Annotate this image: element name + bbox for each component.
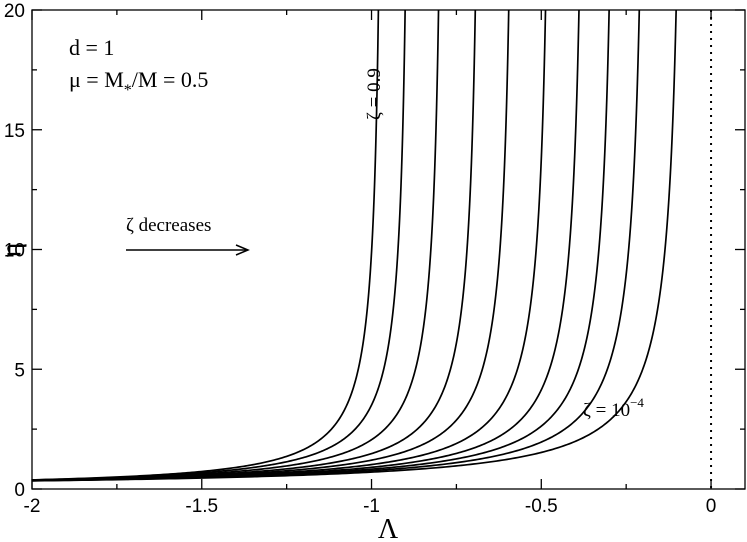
series-line xyxy=(31,9,510,482)
y-tick-label: 5 xyxy=(14,360,25,381)
series-line xyxy=(31,10,477,482)
y-tick-label: 15 xyxy=(4,121,25,142)
y-tick-labels: 0 5 10 15 20 xyxy=(4,1,25,501)
x-axis-title: Λ xyxy=(378,514,399,542)
param-mu-label: μ = M*/M = 0.5 xyxy=(69,67,208,99)
x-tick-label: -1 xyxy=(363,496,380,517)
annotation-top-curve: ζ = 0.9 xyxy=(364,68,385,120)
x-tick-labels: -2 -1.5 -1 -0.5 0 xyxy=(24,496,717,517)
curves xyxy=(31,9,677,482)
x-tick-label: -0.5 xyxy=(525,496,558,517)
param-d-label: d = 1 xyxy=(69,35,114,60)
series-line xyxy=(31,9,380,481)
annotation-bottom-curve: ζ = 10−4 xyxy=(583,395,644,421)
y-tick-label: 0 xyxy=(14,480,25,501)
y-tick-label: 10 xyxy=(4,241,25,262)
series-line xyxy=(31,9,406,481)
series-line xyxy=(31,10,440,481)
annotation-arrow-text: ζ decreases xyxy=(126,215,211,236)
y-axis-title: η xyxy=(0,243,27,258)
x-tick-label: 0 xyxy=(706,496,717,517)
x-tick-label: -1.5 xyxy=(185,496,218,517)
y-tick-label: 20 xyxy=(4,1,25,22)
x-tick-label: -2 xyxy=(24,496,41,517)
annotation-arrow-head xyxy=(235,244,250,256)
series-line xyxy=(31,10,677,482)
